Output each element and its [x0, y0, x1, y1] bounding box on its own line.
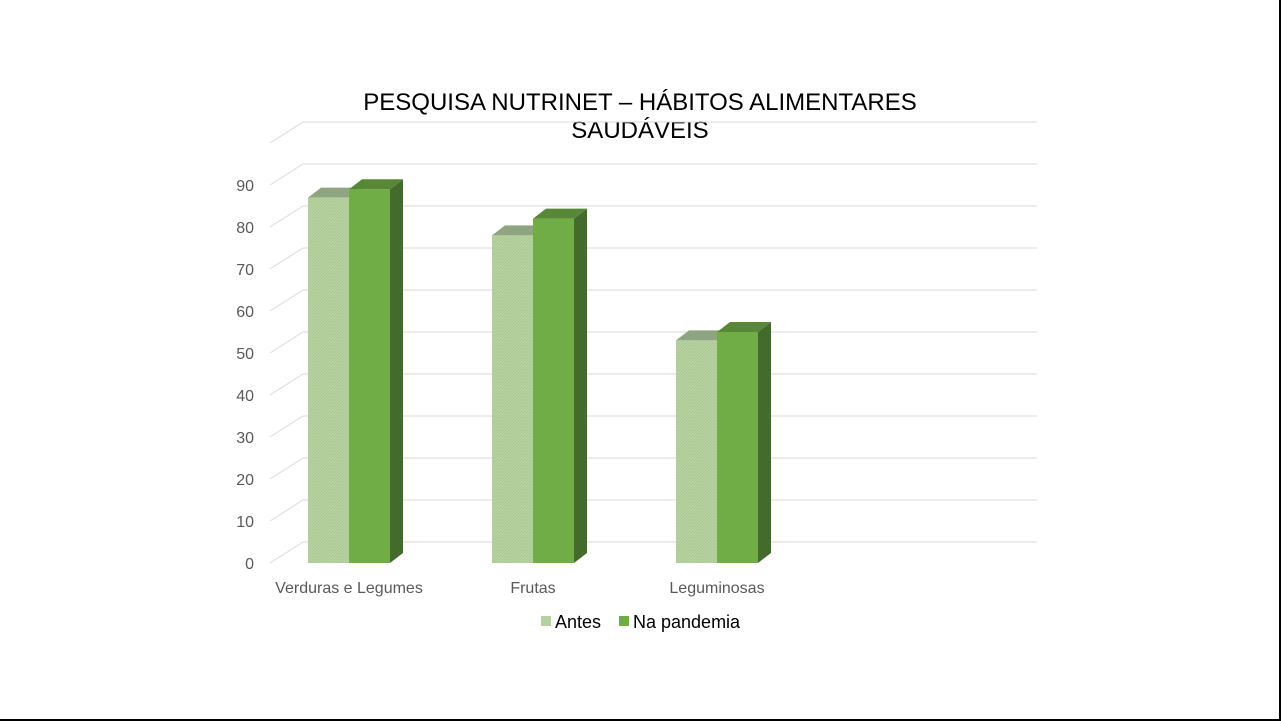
chart-title: PESQUISA NUTRINET – HÁBITOS ALIMENTARES …: [363, 89, 916, 144]
x-tick-label: Frutas: [510, 580, 555, 597]
x-axis: Verduras e Legumes Frutas Leguminosas: [275, 580, 764, 597]
y-axis: 0 10 20 30 40 50 60 70 80 90: [236, 178, 254, 573]
x-tick-label: Leguminosas: [669, 580, 764, 597]
gridline-slant: [269, 163, 304, 186]
bar-front: [308, 197, 349, 563]
bar-top: [308, 187, 362, 198]
gridline-slant: [269, 499, 304, 522]
bar: [349, 179, 403, 563]
legend: Antes Na pandemia: [541, 612, 741, 632]
bar-front: [676, 340, 717, 563]
y-tick-label: 0: [245, 556, 254, 573]
bar-top: [349, 179, 403, 190]
gridline-slant: [269, 205, 304, 228]
gridline-slant: [269, 331, 304, 354]
y-tick-label: 80: [236, 220, 254, 237]
y-tick-label: 10: [236, 514, 254, 531]
y-tick-label: 20: [236, 472, 254, 489]
bar-top: [533, 208, 587, 219]
gridline-slant: [269, 373, 304, 396]
x-tick-label: Verduras e Legumes: [275, 580, 423, 597]
bar-front: [533, 218, 574, 563]
gridline-slant: [269, 247, 304, 270]
bar-front: [717, 332, 758, 563]
legend-swatch: [619, 616, 629, 626]
gridline-slant: [269, 289, 304, 312]
y-tick-label: 90: [236, 178, 254, 195]
gridline-slant: [269, 457, 304, 480]
bar-side: [390, 179, 403, 563]
bar-side: [758, 322, 771, 563]
gridlines: [269, 121, 1037, 564]
bars: [308, 179, 771, 563]
bar: [717, 322, 771, 563]
bar-top: [676, 330, 730, 341]
bar-side: [574, 208, 587, 563]
bar-front: [349, 189, 390, 563]
y-tick-label: 50: [236, 346, 254, 363]
y-tick-label: 60: [236, 304, 254, 321]
legend-swatch: [541, 616, 551, 626]
y-tick-label: 30: [236, 430, 254, 447]
gridline-slant: [269, 415, 304, 438]
legend-label: Na pandemia: [633, 612, 741, 632]
gridline-slant: [269, 121, 304, 144]
bar-top: [717, 322, 771, 332]
y-tick-label: 70: [236, 262, 254, 279]
chart-title-line-2: SAUDÁVEIS: [571, 117, 708, 144]
gridline-slant: [269, 541, 304, 564]
bar: [533, 208, 587, 563]
bar-top: [492, 225, 546, 236]
bar-front: [492, 235, 533, 563]
chart-title-line-1: PESQUISA NUTRINET – HÁBITOS ALIMENTARES: [363, 89, 916, 116]
legend-label: Antes: [555, 612, 601, 632]
y-tick-label: 40: [236, 388, 254, 405]
